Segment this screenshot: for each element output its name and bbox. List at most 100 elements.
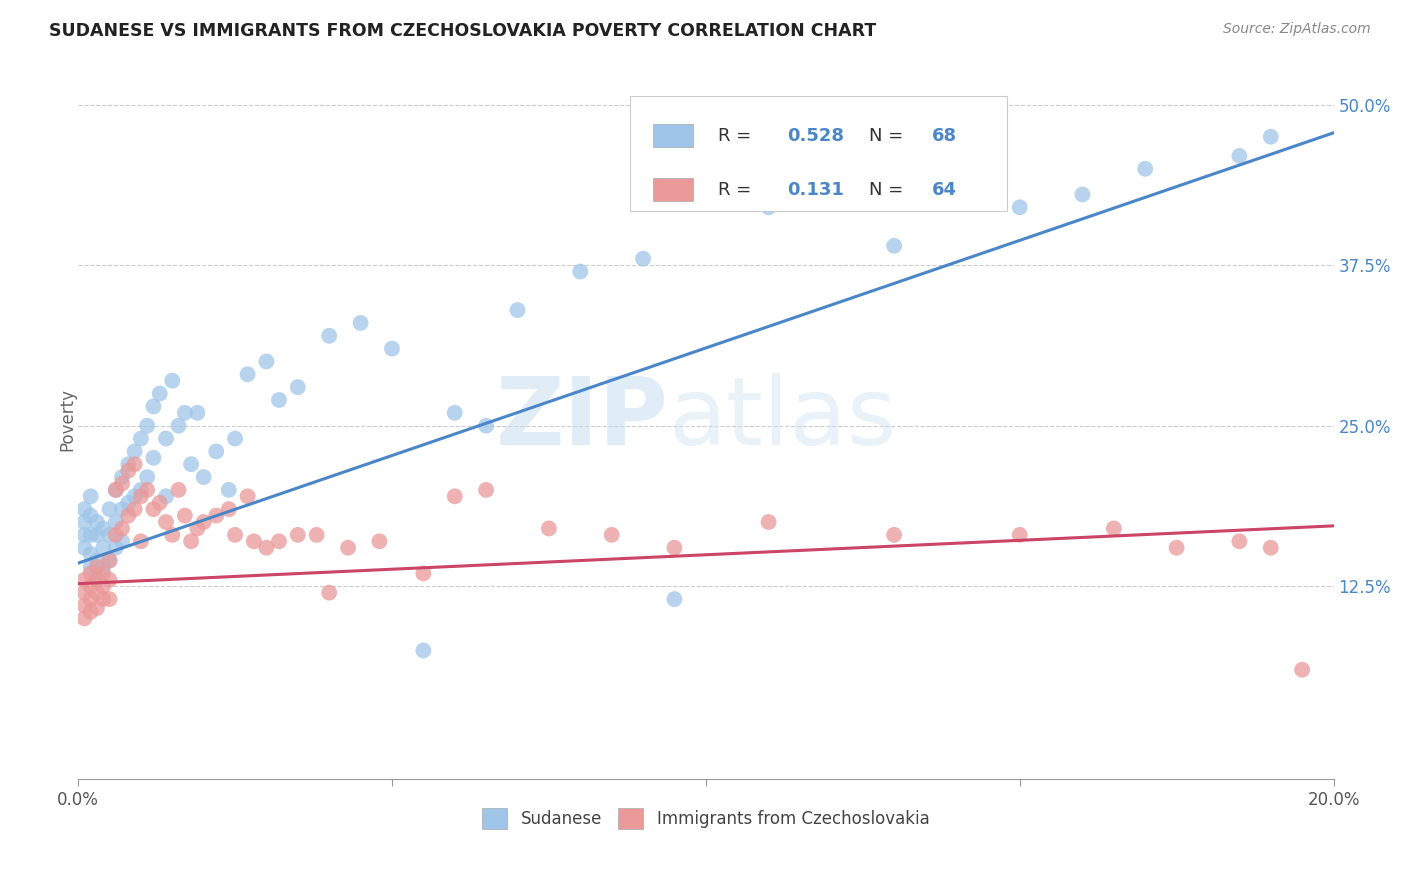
- Point: [91, 566, 114, 581]
- Point: [193, 470, 215, 484]
- Point: [129, 483, 152, 497]
- Point: [98, 592, 121, 607]
- Y-axis label: Poverty: Poverty: [58, 388, 76, 450]
- Point: [124, 502, 146, 516]
- Point: [98, 553, 121, 567]
- Point: [73, 528, 96, 542]
- Text: 0.528: 0.528: [787, 127, 845, 145]
- Point: [142, 502, 165, 516]
- Point: [73, 541, 96, 555]
- Point: [883, 239, 905, 253]
- Point: [91, 521, 114, 535]
- Point: [1102, 521, 1125, 535]
- Point: [136, 483, 159, 497]
- Point: [167, 418, 190, 433]
- Point: [186, 521, 208, 535]
- Point: [287, 380, 309, 394]
- Point: [117, 457, 139, 471]
- Point: [475, 418, 498, 433]
- Point: [98, 528, 121, 542]
- Point: [1166, 541, 1188, 555]
- Point: [79, 489, 101, 503]
- Point: [79, 508, 101, 523]
- Point: [91, 541, 114, 555]
- Point: [180, 457, 202, 471]
- Text: 64: 64: [932, 181, 957, 199]
- Point: [218, 502, 240, 516]
- Point: [124, 489, 146, 503]
- Point: [236, 368, 259, 382]
- Point: [111, 534, 134, 549]
- Point: [162, 528, 184, 542]
- Point: [305, 528, 328, 542]
- Point: [73, 573, 96, 587]
- Point: [267, 392, 290, 407]
- Point: [318, 585, 340, 599]
- Point: [73, 599, 96, 613]
- Point: [368, 534, 391, 549]
- Point: [104, 483, 127, 497]
- Point: [91, 592, 114, 607]
- Point: [1291, 663, 1313, 677]
- Point: [73, 611, 96, 625]
- Point: [236, 489, 259, 503]
- Point: [1071, 187, 1094, 202]
- Point: [104, 483, 127, 497]
- Point: [1227, 149, 1250, 163]
- Point: [79, 579, 101, 593]
- Point: [1008, 200, 1031, 214]
- Point: [98, 502, 121, 516]
- Point: [111, 470, 134, 484]
- Point: [149, 496, 172, 510]
- Point: [254, 354, 277, 368]
- Point: [664, 592, 686, 607]
- Point: [1227, 534, 1250, 549]
- Point: [287, 528, 309, 542]
- Point: [117, 464, 139, 478]
- Point: [149, 386, 172, 401]
- Point: [475, 483, 498, 497]
- Point: [1260, 129, 1282, 144]
- Point: [86, 553, 108, 567]
- Point: [79, 566, 101, 581]
- Point: [186, 406, 208, 420]
- Point: [111, 476, 134, 491]
- Text: N =: N =: [869, 127, 910, 145]
- Text: SUDANESE VS IMMIGRANTS FROM CZECHOSLOVAKIA POVERTY CORRELATION CHART: SUDANESE VS IMMIGRANTS FROM CZECHOSLOVAK…: [49, 22, 876, 40]
- Point: [600, 528, 623, 542]
- Point: [162, 374, 184, 388]
- Text: Source: ZipAtlas.com: Source: ZipAtlas.com: [1223, 22, 1371, 37]
- Point: [1135, 161, 1157, 176]
- Point: [104, 541, 127, 555]
- Point: [883, 528, 905, 542]
- Point: [86, 585, 108, 599]
- Point: [86, 573, 108, 587]
- Point: [506, 303, 529, 318]
- Point: [664, 541, 686, 555]
- Point: [173, 508, 195, 523]
- Point: [631, 252, 654, 266]
- Point: [412, 643, 434, 657]
- Point: [337, 541, 360, 555]
- Point: [155, 515, 177, 529]
- Point: [167, 483, 190, 497]
- Point: [173, 406, 195, 420]
- FancyBboxPatch shape: [630, 95, 1007, 211]
- Point: [117, 496, 139, 510]
- Point: [136, 470, 159, 484]
- Bar: [654, 178, 693, 202]
- Point: [443, 406, 465, 420]
- Point: [86, 528, 108, 542]
- Point: [98, 553, 121, 567]
- Point: [224, 528, 246, 542]
- Point: [98, 573, 121, 587]
- Point: [129, 534, 152, 549]
- Text: 0.131: 0.131: [787, 181, 844, 199]
- Text: 68: 68: [932, 127, 957, 145]
- Point: [243, 534, 266, 549]
- Point: [79, 560, 101, 574]
- Point: [91, 579, 114, 593]
- Legend: Sudanese, Immigrants from Czechoslovakia: Sudanese, Immigrants from Czechoslovakia: [475, 802, 936, 835]
- Point: [86, 573, 108, 587]
- Point: [218, 483, 240, 497]
